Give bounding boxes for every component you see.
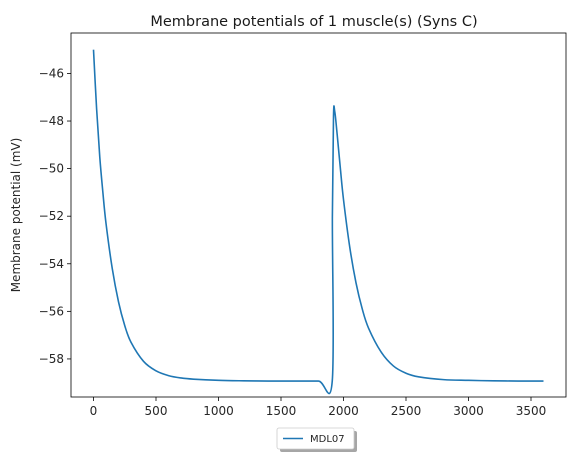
chart-title: Membrane potentials of 1 muscle(s) (Syns…	[150, 14, 477, 30]
y-tick-label: −50	[39, 162, 64, 176]
legend-label-mdl07: MDL07	[310, 434, 345, 445]
x-tick-label: 2000	[328, 404, 359, 418]
y-tick-label: −48	[39, 114, 64, 128]
y-axis-label: Membrane potential (mV)	[9, 138, 23, 293]
x-tick-label: 1500	[266, 404, 297, 418]
x-tick-label: 500	[145, 404, 168, 418]
x-tick-label: 1000	[203, 404, 234, 418]
x-tick-label: 3500	[516, 404, 547, 418]
y-tick-label: −52	[39, 209, 64, 223]
x-tick-label: 2500	[391, 404, 422, 418]
y-tick-label: −46	[39, 66, 64, 80]
x-tick-label: 0	[90, 404, 98, 418]
y-tick-label: −58	[39, 352, 64, 366]
y-tick-label: −54	[39, 257, 64, 271]
legend: MDL07	[277, 428, 357, 452]
x-tick-label: 3000	[453, 404, 484, 418]
y-tick-label: −56	[39, 304, 64, 318]
